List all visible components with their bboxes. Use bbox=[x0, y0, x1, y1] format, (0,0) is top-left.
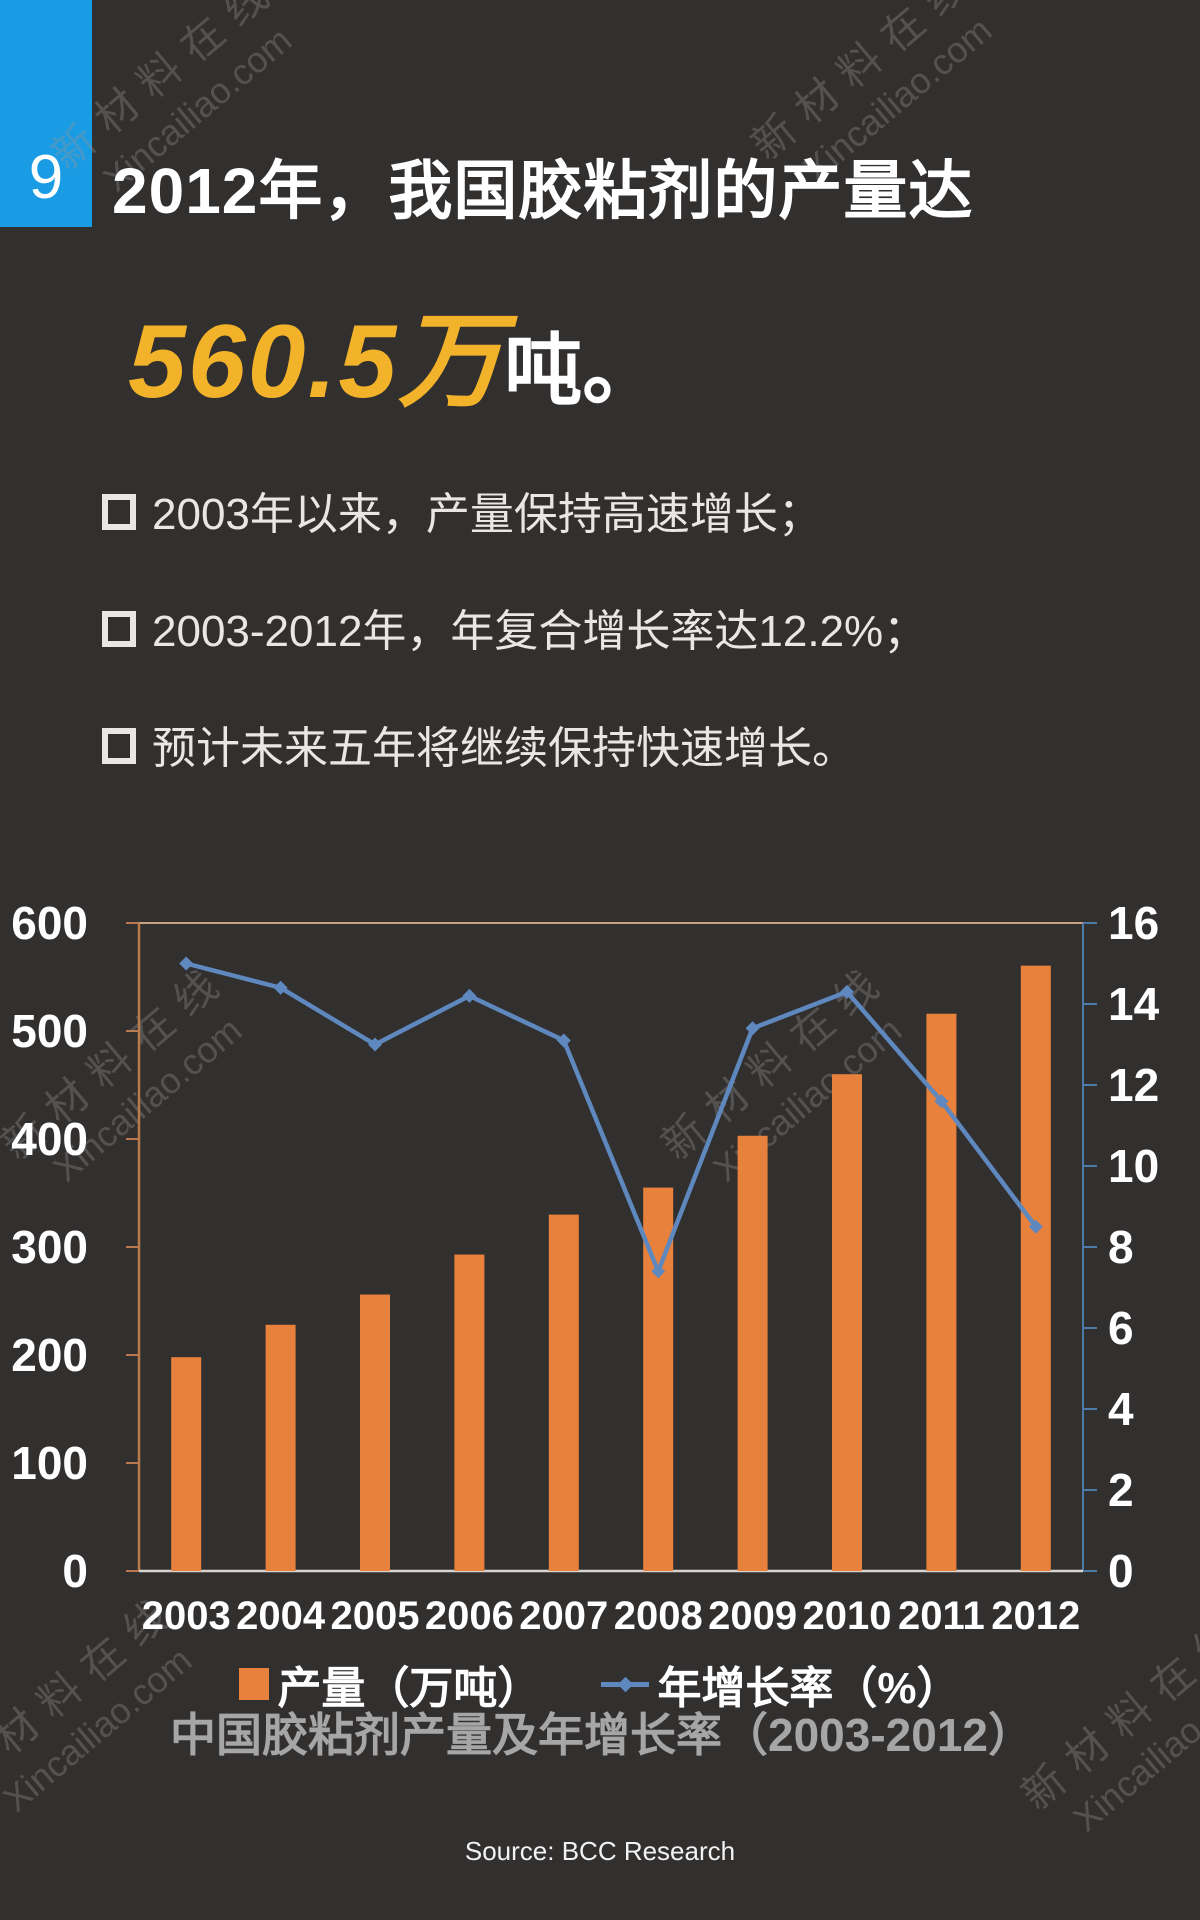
right-axis-label: 0 bbox=[1108, 1545, 1134, 1597]
right-axis-label: 16 bbox=[1108, 900, 1159, 949]
production-bar bbox=[454, 1254, 485, 1571]
chart-title: 中国胶粘剂产量及年增长率（2003-2012） bbox=[170, 1709, 1034, 1761]
bullet-item: 2003年以来，产量保持高速增长； bbox=[102, 486, 927, 543]
left-axis-label: 0 bbox=[62, 1545, 88, 1597]
legend-item-production: 产量（万吨） bbox=[239, 1652, 541, 1716]
headline-value: 560.5万 bbox=[128, 304, 505, 420]
page-title: 2012年，我国胶粘剂的产量达 bbox=[112, 155, 974, 227]
right-axis-label: 10 bbox=[1108, 1140, 1159, 1192]
right-axis-label: 4 bbox=[1108, 1383, 1134, 1435]
year-label: 2006 bbox=[425, 1594, 514, 1638]
right-axis-label: 6 bbox=[1108, 1302, 1134, 1354]
left-axis-label: 400 bbox=[11, 1113, 88, 1165]
production-bar bbox=[832, 1074, 862, 1571]
headline: 560.5万吨。 bbox=[128, 276, 660, 427]
bar-swatch-icon bbox=[239, 1668, 270, 1700]
left-axis-label: 100 bbox=[11, 1437, 88, 1489]
production-bar bbox=[171, 1357, 202, 1571]
bullet-item: 2003-2012年，年复合增长率达12.2%； bbox=[102, 603, 927, 660]
bullet-item: 预计未来五年将继续保持快速增长。 bbox=[102, 720, 927, 777]
year-label: 2007 bbox=[519, 1594, 608, 1638]
headline-suffix: 吨。 bbox=[504, 326, 661, 414]
left-axis-label: 600 bbox=[11, 900, 88, 949]
production-bar bbox=[548, 1214, 579, 1571]
growth-line-marker bbox=[840, 984, 854, 999]
page-number: 9 bbox=[28, 143, 64, 212]
year-label: 2003 bbox=[142, 1594, 231, 1638]
combo-chart: 600 500 400 300 200 100 0 16 14 12 10 8 6 4 2 0 2003 2004… bbox=[11, 900, 1160, 1638]
production-bar bbox=[360, 1294, 390, 1571]
year-label: 2004 bbox=[236, 1594, 326, 1638]
right-axis-label: 14 bbox=[1108, 978, 1160, 1030]
legend-item-growth: 年增长率（%） bbox=[601, 1652, 961, 1716]
year-label: 2005 bbox=[331, 1594, 420, 1638]
year-label: 2008 bbox=[614, 1594, 703, 1638]
growth-line-marker bbox=[556, 1033, 571, 1048]
growth-line-marker bbox=[179, 956, 194, 971]
growth-line-marker bbox=[1028, 1219, 1043, 1234]
growth-line-marker bbox=[368, 1037, 382, 1052]
production-bar bbox=[737, 1135, 768, 1571]
growth-line-marker bbox=[934, 1094, 949, 1109]
right-axis-label: 12 bbox=[1108, 1059, 1159, 1111]
left-axis-label: 200 bbox=[11, 1329, 88, 1381]
year-label: 2011 bbox=[898, 1594, 985, 1638]
growth-line-marker bbox=[462, 988, 477, 1003]
growth-line-marker bbox=[745, 1021, 760, 1036]
square-bullet-icon bbox=[102, 494, 136, 530]
year-label: 2012 bbox=[991, 1594, 1080, 1638]
production-bar bbox=[265, 1324, 296, 1571]
left-axis-label: 300 bbox=[11, 1221, 88, 1273]
chart-legend: 产量（万吨） 年增长率（%） bbox=[0, 1652, 1200, 1716]
growth-line-marker bbox=[273, 980, 288, 995]
year-label: 2010 bbox=[803, 1594, 892, 1638]
left-axis-label: 500 bbox=[11, 1005, 88, 1057]
year-label: 2009 bbox=[708, 1594, 797, 1638]
growth-line bbox=[185, 961, 1038, 1274]
right-axis-label: 8 bbox=[1108, 1221, 1134, 1273]
page-number-badge: 9 bbox=[0, 0, 92, 227]
chart-source: Source: BCC Research bbox=[464, 1836, 736, 1866]
line-marker-icon bbox=[601, 1681, 650, 1687]
square-bullet-icon bbox=[102, 728, 136, 765]
right-axis-label: 2 bbox=[1108, 1464, 1134, 1516]
bullet-list: 2003年以来，产量保持高速增长； 2003-2012年，年复合增长率达12.2… bbox=[102, 486, 927, 838]
growth-line-marker bbox=[651, 1264, 666, 1279]
production-bar bbox=[1020, 965, 1051, 1571]
square-bullet-icon bbox=[102, 611, 136, 648]
